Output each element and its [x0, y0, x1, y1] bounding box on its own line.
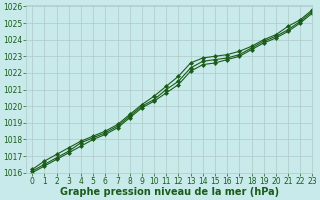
X-axis label: Graphe pression niveau de la mer (hPa): Graphe pression niveau de la mer (hPa): [60, 187, 279, 197]
